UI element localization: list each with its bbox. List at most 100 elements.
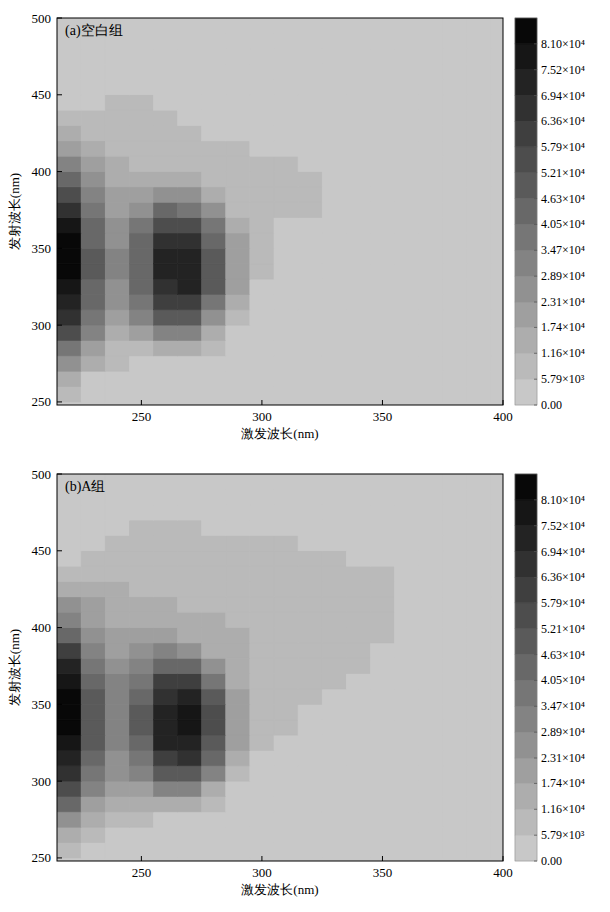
cell [129,387,153,402]
cell [153,582,177,597]
cell [443,827,467,842]
cell [346,674,370,689]
cell [129,310,153,325]
cell [129,18,153,33]
cell [370,341,394,356]
cell [370,628,394,643]
colorbar-tick [534,551,537,552]
cell [370,750,394,765]
cell [322,658,346,673]
cell [226,172,250,187]
cell [81,95,105,110]
cell [178,505,202,520]
cell [491,79,503,94]
cell [298,489,322,504]
cell [322,371,346,386]
cell [250,264,274,279]
cell [178,279,202,294]
cell [153,658,177,673]
cell [346,658,370,673]
cell [322,387,346,402]
colorbar-tick [534,758,537,759]
cell [129,827,153,842]
cell [153,126,177,141]
cell [81,689,105,704]
cell [81,248,105,263]
cell [298,781,322,796]
colorbar-label: 5.21×10⁴ [541,166,585,180]
cell [153,628,177,643]
colorbar-band [515,276,537,302]
cell [467,827,491,842]
cell [202,248,226,263]
y-tick [57,550,62,551]
cell [419,49,443,64]
cell [467,18,491,33]
cell [491,535,503,550]
cell [370,566,394,581]
cell [178,248,202,263]
cell [370,233,394,248]
cell [57,766,81,781]
cell [153,248,177,263]
cell [419,79,443,94]
cell [346,812,370,827]
cell [322,310,346,325]
cell [202,218,226,233]
cell [274,628,298,643]
cell [298,551,322,566]
cell [129,566,153,581]
x-tick [141,400,142,405]
cell [129,341,153,356]
cell [178,612,202,627]
cell [419,202,443,217]
cell [298,79,322,94]
cell [153,704,177,719]
cell [202,126,226,141]
cell [178,643,202,658]
cell [57,658,81,673]
cell [202,64,226,79]
cell [322,341,346,356]
cell [274,689,298,704]
y-tick [57,401,62,402]
cell [395,505,419,520]
cell [346,33,370,48]
cell [81,566,105,581]
cell [443,551,467,566]
cell [322,551,346,566]
cell [322,156,346,171]
cell [419,750,443,765]
cell [57,535,81,550]
cell [57,218,81,233]
cell [491,766,503,781]
cell [298,387,322,402]
cell [491,843,503,858]
cell [129,49,153,64]
cell [274,551,298,566]
cell [105,674,129,689]
cell [57,172,81,187]
cell [491,720,503,735]
cell [322,172,346,187]
cell [322,187,346,202]
cell [129,628,153,643]
cell [491,689,503,704]
y-tick-label: 400 [32,164,52,179]
colorbar-tick [534,121,537,122]
cell [274,750,298,765]
cell [57,79,81,94]
colorbar-band [515,680,537,706]
cell [250,218,274,233]
cell [443,126,467,141]
cell [105,781,129,796]
cell [467,704,491,719]
cell [467,110,491,125]
cell [81,126,105,141]
cell [346,704,370,719]
cell [57,689,81,704]
cell [105,551,129,566]
cell [395,341,419,356]
cell [57,371,81,386]
cell [57,110,81,125]
